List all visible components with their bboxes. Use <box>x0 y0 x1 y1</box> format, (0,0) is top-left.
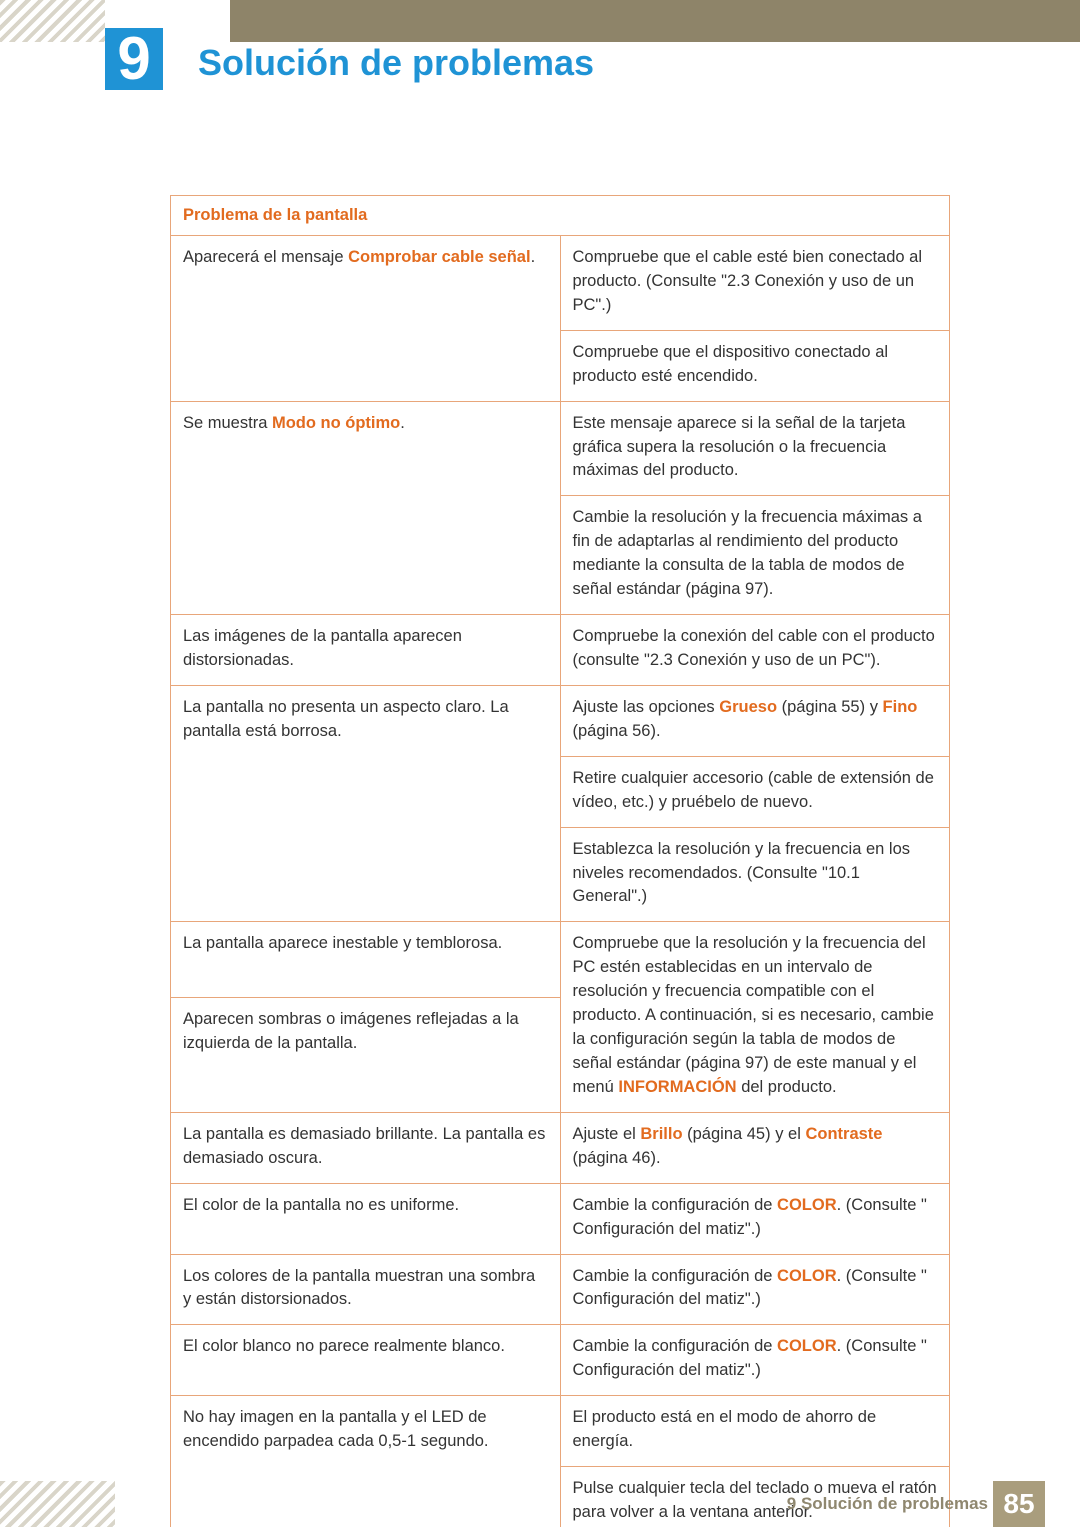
solution-cell: Ajuste las opciones Grueso (página 55) y… <box>560 685 950 756</box>
solution-cell: Cambie la configuración de COLOR. (Consu… <box>560 1325 950 1396</box>
problem-cell: Se muestra Modo no óptimo. <box>171 401 561 614</box>
keyword-modo-no-optimo: Modo no óptimo <box>272 414 400 432</box>
text: Cambie la configuración de <box>573 1337 778 1355</box>
problem-cell: La pantalla es demasiado brillante. La p… <box>171 1112 561 1183</box>
problem-cell: El color blanco no parece realmente blan… <box>171 1325 561 1396</box>
chapter-number-tab: 9 <box>105 28 163 90</box>
solution-cell: Este mensaje aparece si la señal de la t… <box>560 401 950 496</box>
problem-cell: El color de la pantalla no es uniforme. <box>171 1183 561 1254</box>
solution-cell: El producto está en el modo de ahorro de… <box>560 1396 950 1467</box>
keyword-color: COLOR <box>777 1267 837 1285</box>
keyword-brillo: Brillo <box>640 1125 682 1143</box>
solution-cell: Cambie la configuración de COLOR. (Consu… <box>560 1254 950 1325</box>
solution-cell: Compruebe que la resolución y la frecuen… <box>560 922 950 1112</box>
page-number: 85 <box>993 1481 1045 1527</box>
table-header: Problema de la pantalla <box>171 196 950 236</box>
header-bar <box>230 0 1080 42</box>
problem-cell: La pantalla no presenta un aspecto claro… <box>171 685 561 921</box>
text: . <box>531 248 536 266</box>
footer-section-number: 9 <box>787 1494 796 1513</box>
text: (página 46). <box>573 1149 661 1167</box>
keyword-informacion: INFORMACIÓN <box>618 1078 736 1096</box>
solution-cell: Compruebe la conexión del cable con el p… <box>560 615 950 686</box>
solution-cell: Retire cualquier accesorio (cable de ext… <box>560 756 950 827</box>
problem-cell: La pantalla aparece inestable y tembloro… <box>171 922 561 998</box>
table-row: La pantalla aparece inestable y tembloro… <box>171 922 950 998</box>
problem-cell: Los colores de la pantalla muestran una … <box>171 1254 561 1325</box>
footer-section-label: 9 Solución de problemas <box>787 1481 988 1527</box>
solution-cell: Compruebe que el dispositivo conectado a… <box>560 330 950 401</box>
table-row: No hay imagen en la pantalla y el LED de… <box>171 1396 950 1467</box>
text: Aparecerá el mensaje <box>183 248 348 266</box>
text: Compruebe que la resolución y la frecuen… <box>573 934 934 1096</box>
table-row: La pantalla no presenta un aspecto claro… <box>171 685 950 756</box>
table-row: El color blanco no parece realmente blan… <box>171 1325 950 1396</box>
text: . <box>400 414 405 432</box>
text: Cambie la configuración de <box>573 1267 778 1285</box>
text: Ajuste el <box>573 1125 641 1143</box>
solution-cell: Establezca la resolución y la frecuencia… <box>560 827 950 922</box>
problem-cell: Aparecen sombras o imágenes reflejadas a… <box>171 998 561 1113</box>
table-row: Se muestra Modo no óptimo. Este mensaje … <box>171 401 950 496</box>
text: (página 56). <box>573 722 661 740</box>
solution-cell: Cambie la resolución y la frecuencia máx… <box>560 496 950 615</box>
solution-cell: Cambie la configuración de COLOR. (Consu… <box>560 1183 950 1254</box>
keyword-comprobar-cable: Comprobar cable señal <box>348 248 530 266</box>
table-row: Las imágenes de la pantalla aparecen dis… <box>171 615 950 686</box>
text: (página 45) y el <box>683 1125 806 1143</box>
text: Cambie la configuración de <box>573 1196 778 1214</box>
keyword-color: COLOR <box>777 1337 837 1355</box>
table-row: Los colores de la pantalla muestran una … <box>171 1254 950 1325</box>
problem-cell: Las imágenes de la pantalla aparecen dis… <box>171 615 561 686</box>
solution-cell: Compruebe que el cable esté bien conecta… <box>560 236 950 331</box>
table-row: El color de la pantalla no es uniforme. … <box>171 1183 950 1254</box>
keyword-contraste: Contraste <box>805 1125 882 1143</box>
text: Ajuste las opciones <box>573 698 720 716</box>
header-stripes <box>0 0 105 42</box>
table-row: Aparecerá el mensaje Comprobar cable señ… <box>171 236 950 331</box>
troubleshooting-table: Problema de la pantalla Aparecerá el men… <box>170 195 950 1527</box>
footer-section-title: Solución de problemas <box>801 1494 988 1513</box>
table-row: La pantalla es demasiado brillante. La p… <box>171 1112 950 1183</box>
text: (página 55) y <box>777 698 882 716</box>
keyword-color: COLOR <box>777 1196 837 1214</box>
footer-stripes <box>0 1481 115 1527</box>
footer: 9 Solución de problemas 85 <box>0 1481 1080 1527</box>
text: Se muestra <box>183 414 272 432</box>
problem-cell: Aparecerá el mensaje Comprobar cable señ… <box>171 236 561 402</box>
keyword-grueso: Grueso <box>719 698 777 716</box>
text: del producto. <box>737 1078 837 1096</box>
keyword-fino: Fino <box>883 698 918 716</box>
chapter-title: Solución de problemas <box>198 42 594 84</box>
solution-cell: Ajuste el Brillo (página 45) y el Contra… <box>560 1112 950 1183</box>
